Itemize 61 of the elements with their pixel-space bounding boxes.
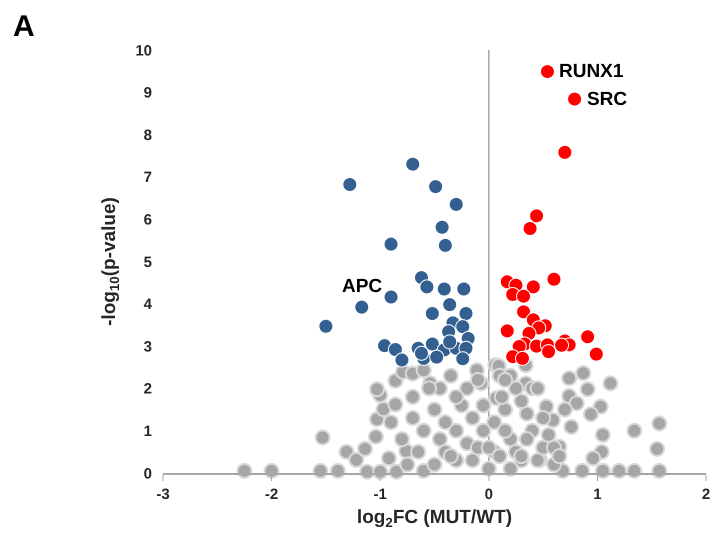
point — [455, 319, 470, 334]
point — [424, 336, 440, 352]
y-tick-label: 6 — [144, 211, 152, 228]
point — [458, 306, 474, 322]
y-tick-label: 1 — [144, 422, 152, 440]
text: A — [13, 10, 35, 43]
point — [394, 352, 410, 368]
y-tick-label: 2 — [144, 380, 152, 398]
x-axis-title: log$_{2}$FC (MUT/WT) — [356, 507, 512, 530]
point — [354, 300, 370, 315]
y-tick-label: 0 — [144, 465, 152, 482]
point — [429, 350, 444, 365]
x-tick-label: 2 — [702, 486, 710, 503]
annotation: SRC — [587, 89, 628, 110]
point — [516, 304, 532, 320]
y-tick-label: 10 — [135, 42, 152, 60]
point — [541, 344, 556, 360]
point — [384, 290, 399, 305]
x-tick-label: 1 — [593, 486, 602, 503]
point — [529, 208, 544, 224]
point — [448, 196, 464, 212]
point — [436, 282, 452, 296]
y-tick-label: 4 — [144, 296, 153, 314]
point — [442, 297, 458, 312]
point — [384, 236, 399, 252]
point — [405, 156, 420, 172]
point — [522, 221, 538, 236]
point — [557, 144, 572, 160]
point — [526, 279, 541, 294]
point — [414, 346, 429, 361]
point — [546, 272, 562, 287]
y-tick-label: 3 — [144, 338, 152, 356]
point — [419, 279, 434, 294]
point — [580, 329, 596, 344]
x-tick-label: -1 — [374, 486, 387, 503]
point — [567, 92, 582, 107]
point — [500, 323, 515, 338]
point — [514, 350, 530, 366]
point — [456, 282, 472, 296]
point — [428, 179, 444, 194]
point — [540, 64, 555, 80]
y-tick-label: 5 — [144, 254, 152, 271]
point — [554, 338, 570, 353]
x-tick-label: 0 — [484, 486, 493, 503]
point — [438, 238, 453, 253]
y-tick-label: 7 — [144, 169, 152, 186]
point — [516, 288, 532, 304]
annotation: RUNX1 — [559, 61, 624, 82]
point — [318, 318, 334, 334]
x-tick-label: -3 — [156, 486, 170, 503]
y-tick-label: 8 — [144, 126, 152, 144]
point — [388, 342, 403, 357]
point — [455, 351, 470, 366]
point — [424, 306, 440, 322]
y-tick-label: 9 — [144, 84, 152, 102]
x-tick-label: -2 — [264, 486, 278, 503]
point — [342, 177, 358, 192]
point — [588, 346, 604, 362]
annotation: APC — [342, 276, 382, 297]
point — [434, 220, 450, 235]
point — [442, 334, 458, 350]
